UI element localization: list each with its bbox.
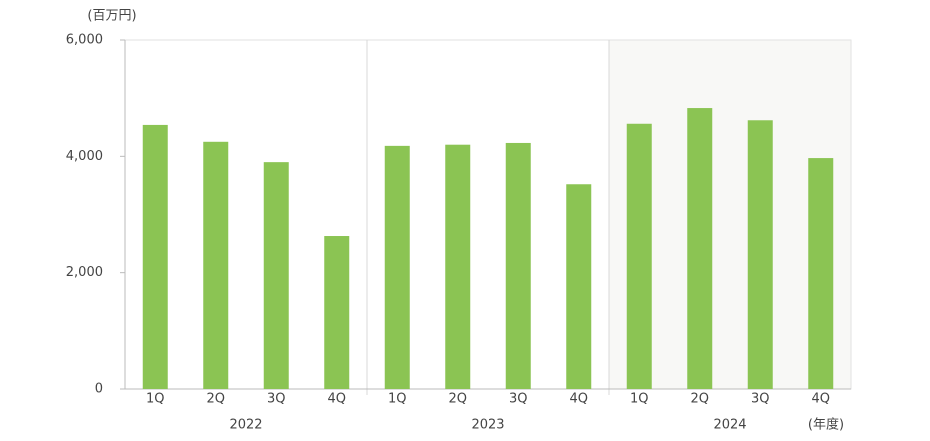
y-tick-label: 4,000	[66, 149, 103, 164]
group-label: 2024	[713, 418, 746, 433]
bar	[324, 236, 350, 389]
bar	[626, 123, 652, 389]
bar	[203, 141, 229, 389]
bar	[263, 162, 289, 389]
bar	[808, 158, 834, 389]
y-tick-label: 2,000	[66, 265, 103, 280]
x-tick-label: 2Q	[448, 392, 467, 407]
bar	[445, 144, 471, 389]
bar	[747, 120, 773, 390]
x-tick-label: 3Q	[267, 392, 286, 407]
x-tick-label: 1Q	[630, 392, 649, 407]
x-unit-label: (年度)	[808, 417, 844, 433]
x-tick-label: 1Q	[146, 392, 165, 407]
bar	[566, 184, 592, 389]
unit-label: (百万円)	[87, 9, 136, 24]
bar	[687, 108, 713, 390]
bar	[384, 145, 410, 389]
x-tick-label: 3Q	[509, 392, 528, 407]
x-tick-label: 1Q	[388, 392, 407, 407]
x-tick-label: 2Q	[206, 392, 225, 407]
group-label: 2022	[229, 418, 262, 433]
x-tick-label: 4Q	[811, 392, 830, 407]
y-tick-label: 6,000	[66, 33, 103, 48]
group-label: 2023	[471, 418, 504, 433]
y-tick-label: 0	[95, 382, 103, 397]
bar	[505, 142, 531, 389]
x-tick-label: 4Q	[327, 392, 346, 407]
bar	[142, 124, 168, 389]
x-tick-label: 4Q	[569, 392, 588, 407]
x-tick-label: 2Q	[690, 392, 709, 407]
x-tick-label: 3Q	[751, 392, 770, 407]
